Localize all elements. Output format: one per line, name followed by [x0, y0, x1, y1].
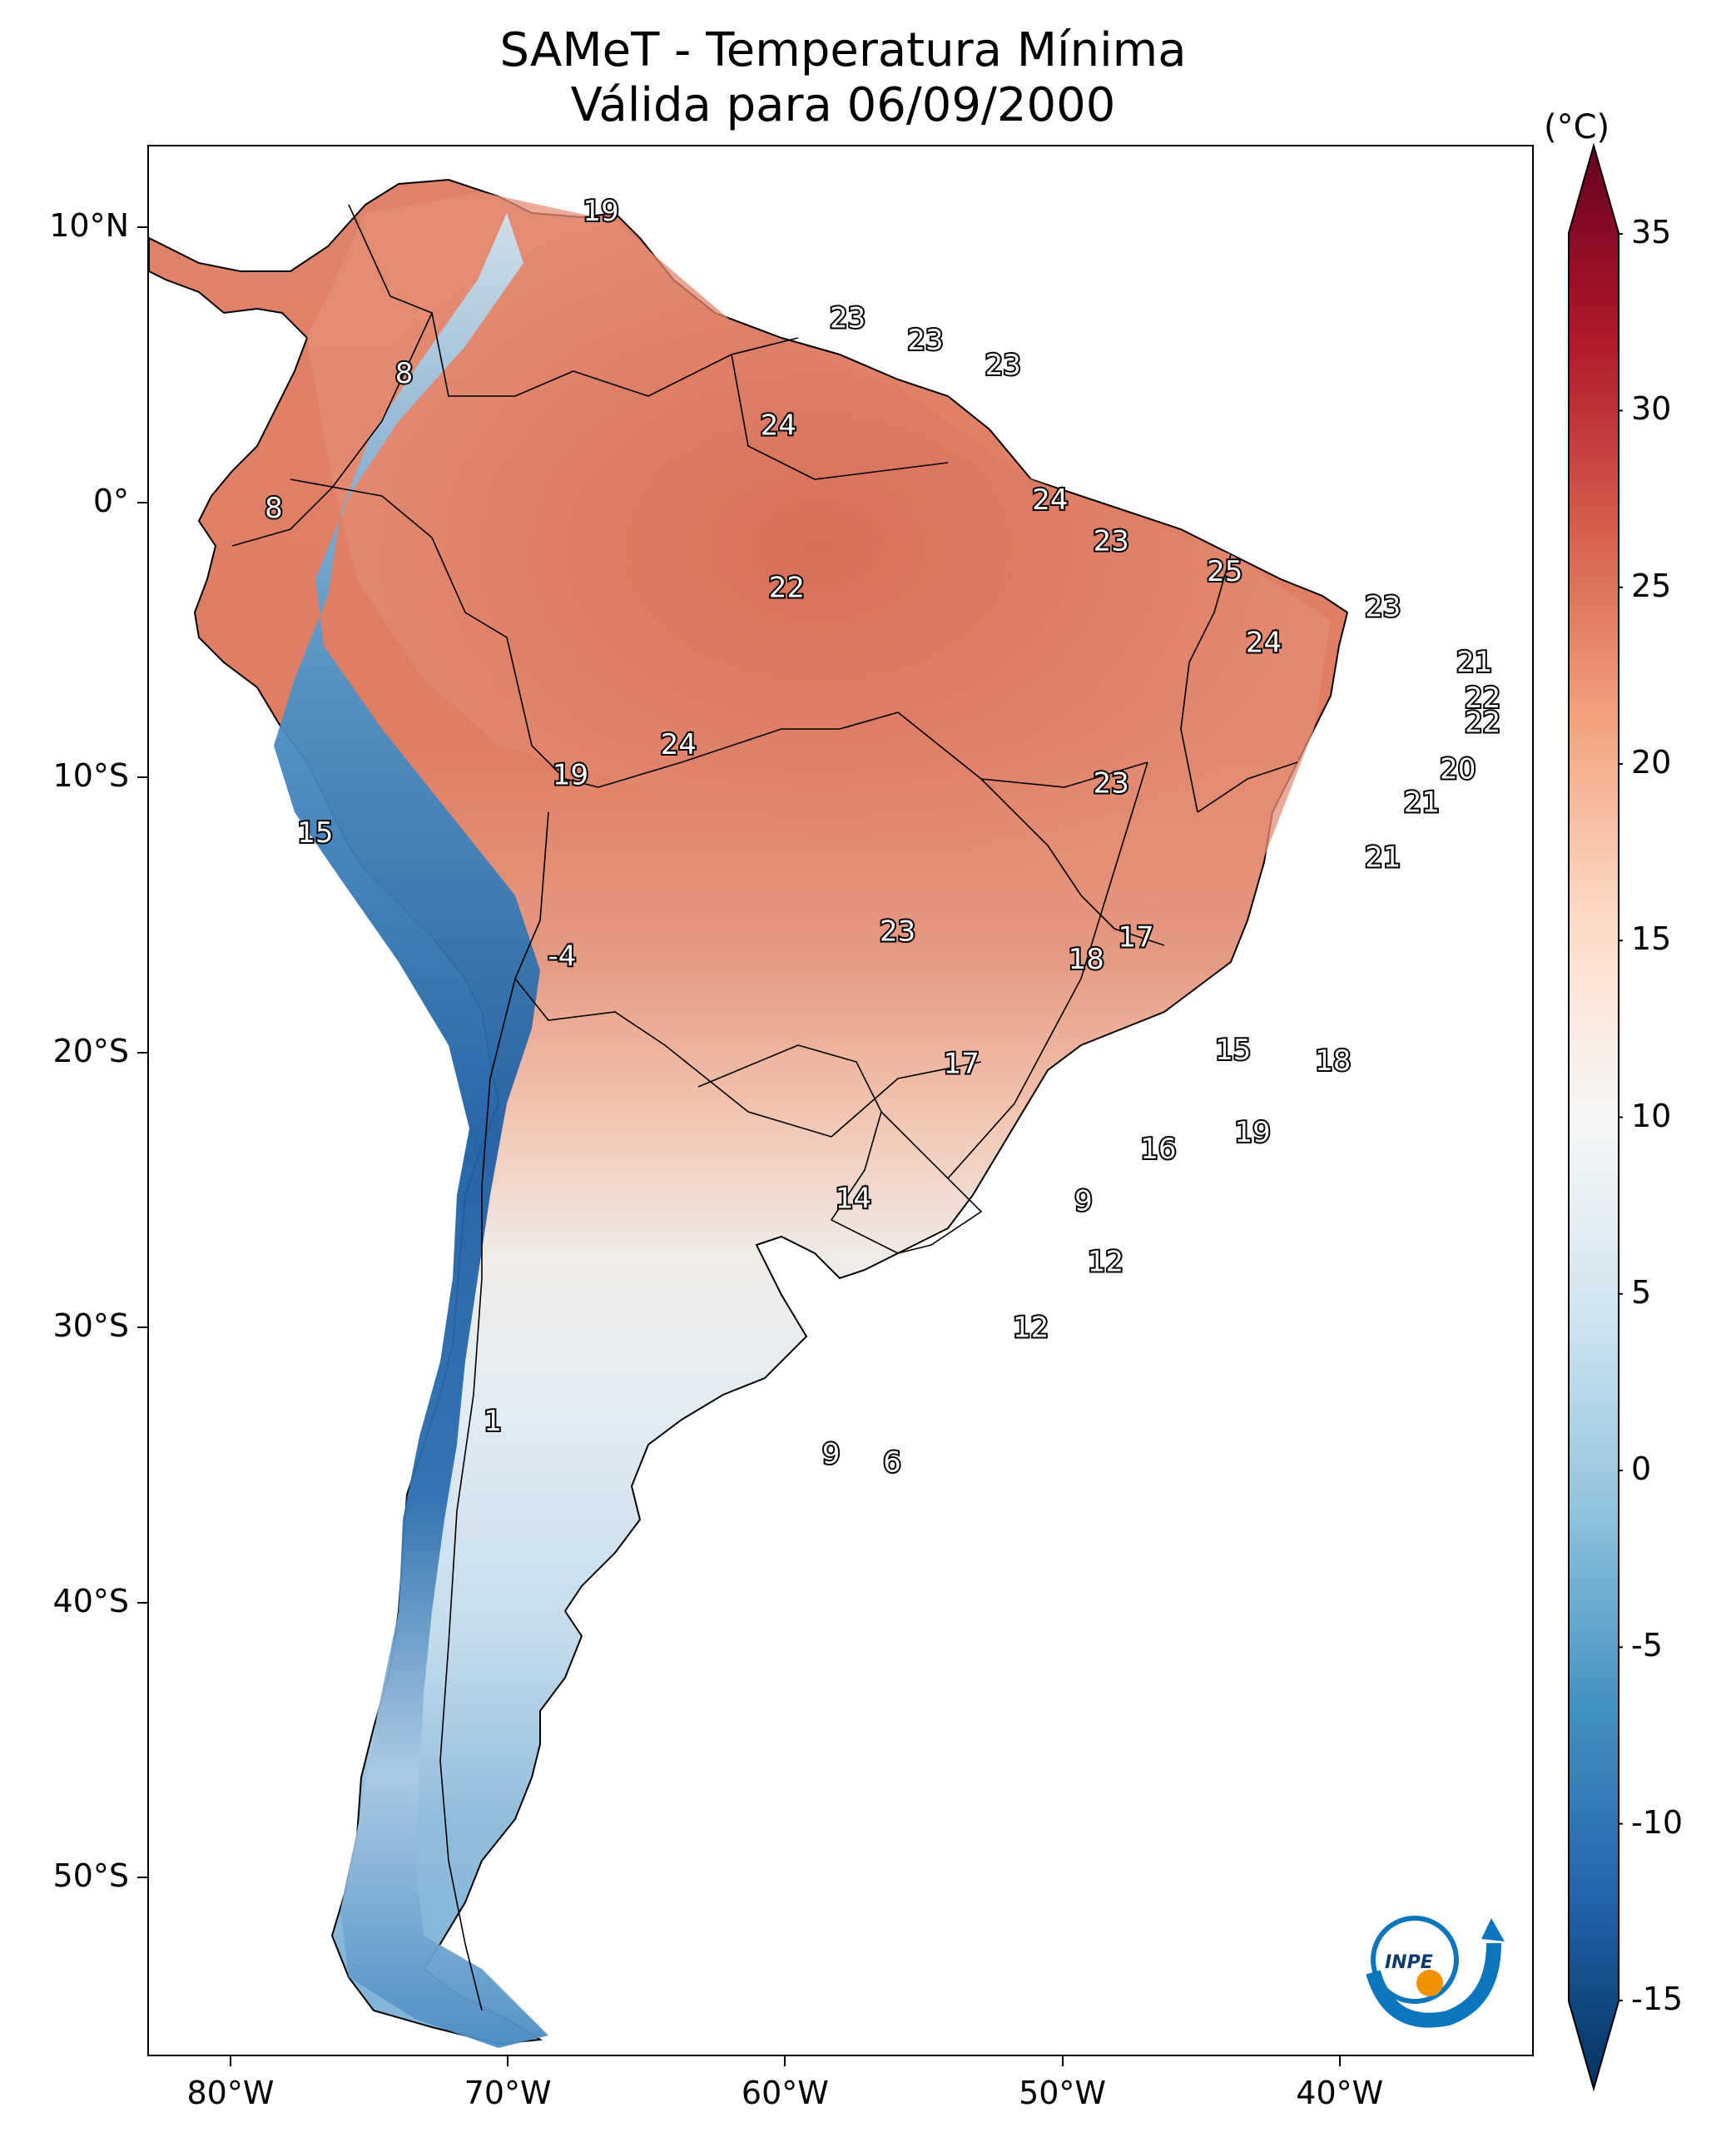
latitude-tick-label: 40°S: [52, 1582, 129, 1619]
colorbar-tick-label: -10: [1631, 1803, 1684, 1841]
station-value-label: 24: [1246, 627, 1282, 660]
colorbar-tick-label: 10: [1631, 1097, 1672, 1134]
latitude-tick-mark: [137, 1601, 147, 1604]
colorbar-unit: (°C): [1544, 108, 1610, 146]
inpe-logo: INPE: [1366, 1916, 1505, 2028]
longitude-tick-mark: [784, 2056, 786, 2066]
colorbar: [1568, 142, 1623, 2092]
latitude-tick-label: 10°S: [52, 757, 129, 795]
station-value-label: 8: [395, 357, 414, 390]
colorbar-tick-label: 25: [1631, 567, 1672, 604]
station-value-label: 23: [1094, 766, 1129, 800]
latitude-tick-label: 20°S: [52, 1032, 129, 1069]
longitude-tick-label: 60°W: [741, 2075, 829, 2111]
colorbar-tick-label: -5: [1631, 1627, 1663, 1664]
latitude-tick-mark: [137, 1877, 147, 1879]
station-value-label: 8: [265, 492, 283, 525]
station-value-label: 21: [1456, 646, 1492, 679]
latitude-tick-mark: [137, 776, 147, 779]
station-value-label: 18: [1069, 943, 1104, 976]
station-value-label: 19: [553, 758, 588, 791]
continent-shape: [149, 178, 1349, 2048]
andes-cold-band: [274, 213, 548, 2048]
longitude-tick-label: 50°W: [1019, 2075, 1107, 2111]
station-value-label: 15: [1215, 1034, 1251, 1067]
logo-dot: [1416, 1970, 1443, 1996]
station-value-label: 12: [1013, 1312, 1049, 1345]
station-value-label: 22: [769, 572, 805, 605]
country-borders: [231, 204, 1298, 2011]
station-value-label: 16: [1140, 1133, 1176, 1166]
latitude-tick-mark: [137, 501, 147, 503]
logo-arrow-icon: [1481, 1918, 1505, 1941]
station-value-label: 21: [1404, 786, 1440, 819]
station-value-label: 12: [1088, 1245, 1123, 1278]
station-value-label: 22: [1465, 682, 1500, 715]
station-value-label: 24: [661, 728, 697, 761]
colorbar-bar: [1568, 142, 1619, 2092]
colorbar-tick-label: 30: [1631, 390, 1672, 428]
colorbar-tick-label: -15: [1631, 1980, 1684, 2017]
station-value-label: 22: [1465, 707, 1500, 740]
map-title: SAMeT - Temperatura Mínima Válida para 0…: [0, 23, 1686, 133]
station-value-label: 17: [1118, 920, 1154, 954]
longitude-tick-label: 70°W: [464, 2075, 552, 2111]
northern-warm-region: [307, 192, 1331, 895]
station-value-label: 17: [944, 1047, 980, 1080]
station-value-label: 25: [1207, 555, 1242, 588]
station-value-label: 23: [907, 324, 943, 357]
station-value-label: 15: [297, 816, 333, 850]
colorbar-tick-label: 0: [1631, 1450, 1652, 1488]
station-value-label: 1: [484, 1405, 502, 1438]
latitude-tick-label: 30°S: [52, 1307, 129, 1345]
colorbar-tick-label: 5: [1631, 1273, 1652, 1311]
longitude-tick-mark: [229, 2056, 231, 2066]
latitude-tick-mark: [137, 1051, 147, 1054]
map-panel[interactable]: 19 23 23 23 8 24 24 8 23 25 22 23 24 21 22 22 24 20 19 23 21…: [147, 145, 1534, 2056]
longitude-tick-mark: [507, 2056, 509, 2066]
latitude-tick-label: 50°S: [52, 1857, 129, 1895]
station-value-label: 9: [1074, 1185, 1093, 1218]
station-value-label: 24: [761, 409, 796, 443]
logo-arc: [1366, 1942, 1501, 2028]
station-value-label: 23: [1365, 591, 1401, 624]
station-value-label: 6: [883, 1446, 901, 1480]
latitude-tick-mark: [137, 226, 147, 229]
station-value-label: 9: [822, 1438, 841, 1471]
title-line-1: SAMeT - Temperatura Mínima: [499, 23, 1187, 77]
station-value-label: 24: [1032, 483, 1068, 517]
colorbar-tick-label: 15: [1631, 920, 1672, 958]
station-value-label: -4: [548, 940, 577, 973]
longitude-tick-label: 80°W: [186, 2075, 275, 2111]
station-value-label: 18: [1315, 1044, 1351, 1078]
latitude-tick-mark: [137, 1326, 147, 1329]
longitude-tick-mark: [1061, 2056, 1064, 2066]
station-value-label: 23: [985, 349, 1021, 382]
logo-text: INPE: [1385, 1952, 1433, 1973]
station-value-label: 14: [836, 1182, 871, 1215]
title-line-2: Válida para 06/09/2000: [570, 78, 1116, 132]
station-value-label: 19: [583, 195, 618, 228]
station-value-label: 23: [1094, 524, 1129, 558]
latitude-tick-label: 10°N: [49, 207, 129, 245]
latitude-tick-label: 0°: [92, 482, 129, 519]
station-value-label: 21: [1365, 841, 1401, 875]
colorbar-ticks: [1619, 233, 1623, 2001]
colorbar-tick-label: 20: [1631, 743, 1672, 781]
longitude-tick-label: 40°W: [1296, 2075, 1384, 2111]
station-value-label: 23: [880, 915, 915, 949]
longitude-tick-mark: [1338, 2056, 1341, 2066]
station-value-label: 23: [830, 302, 866, 335]
colorbar-tick-label: 35: [1631, 214, 1672, 251]
station-value-label: 20: [1440, 753, 1476, 786]
station-value-label: 19: [1235, 1116, 1271, 1149]
